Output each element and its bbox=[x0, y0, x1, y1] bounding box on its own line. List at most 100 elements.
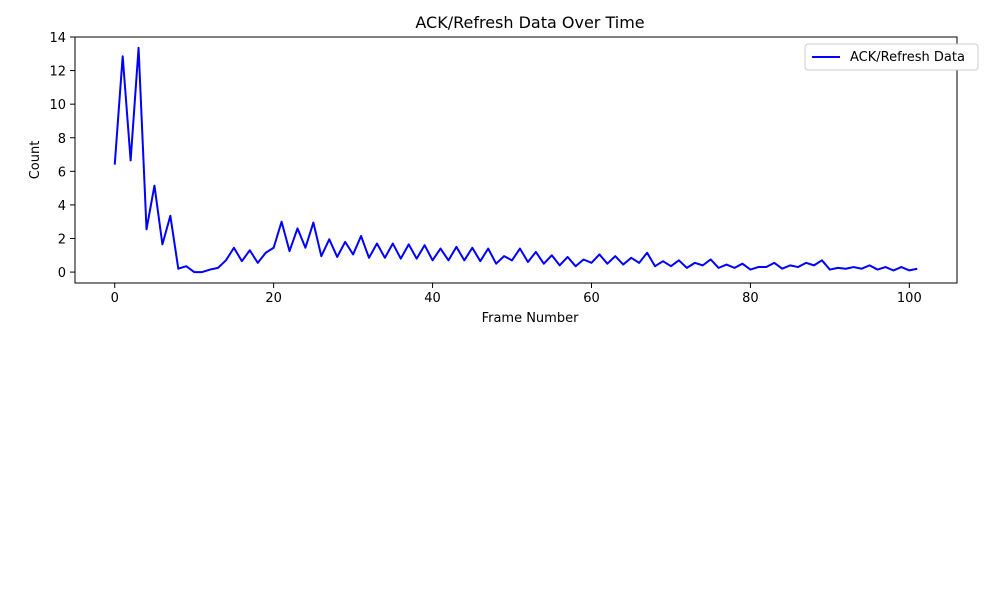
data-point bbox=[654, 265, 656, 267]
data-point bbox=[185, 265, 187, 267]
series-layer bbox=[113, 46, 918, 274]
data-point bbox=[734, 267, 736, 269]
data-point bbox=[289, 250, 291, 252]
data-point bbox=[559, 265, 561, 267]
data-point bbox=[408, 244, 410, 246]
x-tick-label: 60 bbox=[583, 291, 600, 306]
y-tick-label: 4 bbox=[58, 199, 66, 214]
data-point bbox=[877, 269, 879, 271]
data-point bbox=[519, 248, 521, 250]
y-axis: 0 2 4 6 8 10 12 14 bbox=[49, 31, 75, 281]
data-point bbox=[638, 262, 640, 264]
x-axis: 0 20 40 60 80 100 bbox=[111, 283, 922, 306]
data-point bbox=[750, 269, 752, 271]
data-point bbox=[662, 260, 664, 262]
data-point bbox=[456, 246, 458, 248]
data-point bbox=[797, 266, 799, 268]
y-tick-label: 14 bbox=[49, 31, 66, 46]
data-point bbox=[591, 262, 593, 264]
data-point bbox=[885, 266, 887, 268]
data-point bbox=[472, 247, 474, 249]
data-point bbox=[352, 254, 354, 256]
data-point bbox=[424, 244, 426, 246]
data-point bbox=[432, 260, 434, 262]
data-point bbox=[789, 265, 791, 267]
data-point bbox=[670, 265, 672, 267]
data-point bbox=[344, 241, 346, 243]
data-point bbox=[861, 268, 863, 270]
x-tick-label: 100 bbox=[897, 291, 922, 306]
data-point bbox=[893, 270, 895, 272]
data-point bbox=[138, 47, 140, 49]
chart-title: ACK/Refresh Data Over Time bbox=[415, 13, 644, 32]
data-point bbox=[503, 255, 505, 257]
data-point bbox=[305, 247, 307, 249]
data-point bbox=[257, 262, 259, 264]
series-line bbox=[113, 46, 918, 274]
data-point bbox=[813, 265, 815, 267]
data-point bbox=[154, 185, 156, 187]
data-point bbox=[829, 269, 831, 271]
data-point bbox=[821, 260, 823, 262]
data-point bbox=[583, 259, 585, 261]
data-point bbox=[162, 244, 164, 246]
data-point bbox=[901, 266, 903, 268]
data-point bbox=[742, 263, 744, 265]
data-point bbox=[527, 261, 529, 263]
data-point bbox=[249, 249, 251, 251]
plot-frame bbox=[74, 36, 958, 284]
data-point bbox=[773, 262, 775, 264]
series-0 bbox=[113, 46, 918, 274]
data-point bbox=[646, 252, 648, 254]
data-point bbox=[360, 235, 362, 237]
data-point bbox=[694, 262, 696, 264]
data-point bbox=[543, 263, 545, 265]
data-point bbox=[766, 266, 768, 268]
plot-area bbox=[74, 36, 958, 284]
y-tick-label: 10 bbox=[49, 98, 66, 113]
data-point bbox=[916, 268, 918, 270]
data-point bbox=[622, 264, 624, 266]
data-point bbox=[328, 239, 330, 241]
legend-box bbox=[804, 43, 979, 71]
data-point bbox=[710, 259, 712, 261]
data-point bbox=[464, 260, 466, 262]
data-point bbox=[869, 265, 871, 267]
y-tick-label: 2 bbox=[58, 233, 66, 248]
data-point bbox=[376, 243, 378, 245]
y-tick-label: 6 bbox=[58, 165, 66, 180]
data-point bbox=[193, 271, 195, 273]
data-point bbox=[781, 268, 783, 270]
data-point bbox=[201, 271, 203, 273]
x-axis-label: Frame Number bbox=[482, 311, 580, 326]
data-point bbox=[487, 248, 489, 250]
data-point bbox=[122, 56, 124, 58]
data-point bbox=[758, 266, 760, 268]
data-point bbox=[599, 254, 601, 256]
y-tick-label: 0 bbox=[58, 266, 66, 281]
data-point bbox=[718, 267, 720, 269]
data-point bbox=[265, 252, 267, 254]
data-point bbox=[368, 257, 370, 259]
data-point bbox=[615, 255, 617, 257]
data-point bbox=[440, 248, 442, 250]
data-point bbox=[178, 268, 180, 270]
data-point bbox=[217, 267, 219, 269]
x-tick-label: 20 bbox=[265, 291, 282, 306]
data-point bbox=[384, 257, 386, 259]
x-tick-label: 40 bbox=[424, 291, 441, 306]
data-point bbox=[273, 247, 275, 249]
data-point bbox=[416, 258, 418, 260]
data-point bbox=[551, 254, 553, 256]
y-axis-label: Count bbox=[28, 141, 43, 180]
data-point bbox=[241, 260, 243, 262]
data-point bbox=[233, 247, 235, 249]
data-point bbox=[567, 256, 569, 258]
data-point bbox=[448, 260, 450, 262]
data-point bbox=[297, 228, 299, 230]
data-point bbox=[114, 164, 116, 166]
data-point bbox=[170, 215, 172, 217]
data-point bbox=[336, 256, 338, 258]
data-point bbox=[209, 269, 211, 271]
